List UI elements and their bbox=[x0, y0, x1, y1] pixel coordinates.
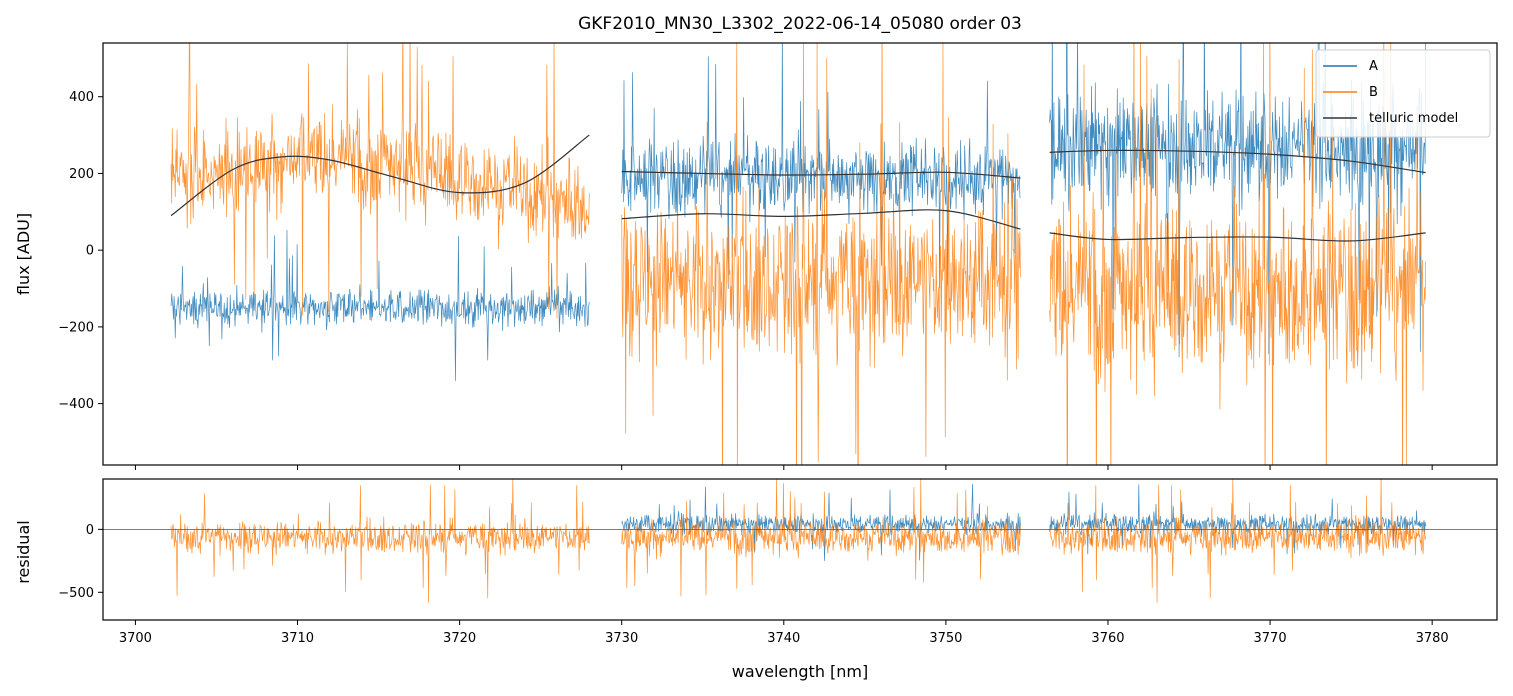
flux-series-A-segment-3 bbox=[1049, 43, 1426, 358]
x-tick-label: 3700 bbox=[119, 631, 152, 646]
top-y-tick-label: 400 bbox=[69, 90, 94, 105]
telluric-model-curve-2 bbox=[621, 170, 1021, 179]
x-tick-label: 3770 bbox=[1254, 631, 1287, 646]
x-tick-label: 3710 bbox=[281, 631, 314, 646]
x-tick-label: 3720 bbox=[443, 631, 476, 646]
telluric-model-curve-3 bbox=[621, 209, 1021, 230]
bottom-panel-frame bbox=[102, 478, 1498, 621]
legend-label-b: B bbox=[1369, 85, 1378, 100]
x-tick-label: 3740 bbox=[767, 631, 800, 646]
top-y-tick-label: 200 bbox=[69, 167, 94, 182]
top-y-tick-label: −200 bbox=[58, 320, 94, 335]
bottom-panel: −500 0 3700 3710 3720 3730 3740 3750 3760 3770 37… bbox=[14, 478, 1498, 681]
flux-series-B-segment-2 bbox=[621, 43, 1021, 465]
x-tick-label: 3760 bbox=[1091, 631, 1124, 646]
top-panel: −400 −200 0 200 400 flux [ADU] bbox=[14, 42, 1498, 470]
legend-frame bbox=[1315, 49, 1491, 138]
flux-series-B-segment-1 bbox=[170, 43, 590, 319]
flux-series-B-segment-3 bbox=[1049, 43, 1427, 465]
telluric-model-curve-4 bbox=[1049, 149, 1426, 174]
residual-series-B-segment-2 bbox=[621, 479, 1021, 597]
flux-series-A-segment-2 bbox=[621, 43, 1021, 289]
bottom-y-tick-label: −500 bbox=[58, 586, 94, 601]
x-tick-label: 3730 bbox=[605, 631, 638, 646]
residual-series-B-segment-3 bbox=[1049, 479, 1427, 603]
flux-series-A-segment-1 bbox=[170, 230, 590, 381]
x-tick-label: 3780 bbox=[1416, 631, 1449, 646]
legend-label-telluric-model: telluric model bbox=[1369, 111, 1458, 126]
x-axis-label: wavelength [nm] bbox=[732, 662, 869, 681]
top-y-tick-label: 0 bbox=[86, 244, 94, 259]
top-panel-frame bbox=[102, 42, 1498, 466]
top-y-tick-label: −400 bbox=[58, 397, 94, 412]
x-tick-label: 3750 bbox=[929, 631, 962, 646]
chart-title: GKF2010_MN30_L3302_2022-06-14_05080 orde… bbox=[578, 14, 1022, 34]
legend: A B telluric model bbox=[1315, 49, 1491, 138]
telluric-model-curve-1 bbox=[170, 134, 590, 217]
bottom-y-tick-label: 0 bbox=[86, 523, 94, 538]
residual-series-B-segment-1 bbox=[170, 479, 590, 603]
top-y-axis-label: flux [ADU] bbox=[14, 213, 33, 295]
telluric-model-curve-5 bbox=[1049, 232, 1426, 242]
legend-label-a: A bbox=[1369, 59, 1378, 74]
bottom-y-axis-label: residual bbox=[14, 520, 33, 583]
